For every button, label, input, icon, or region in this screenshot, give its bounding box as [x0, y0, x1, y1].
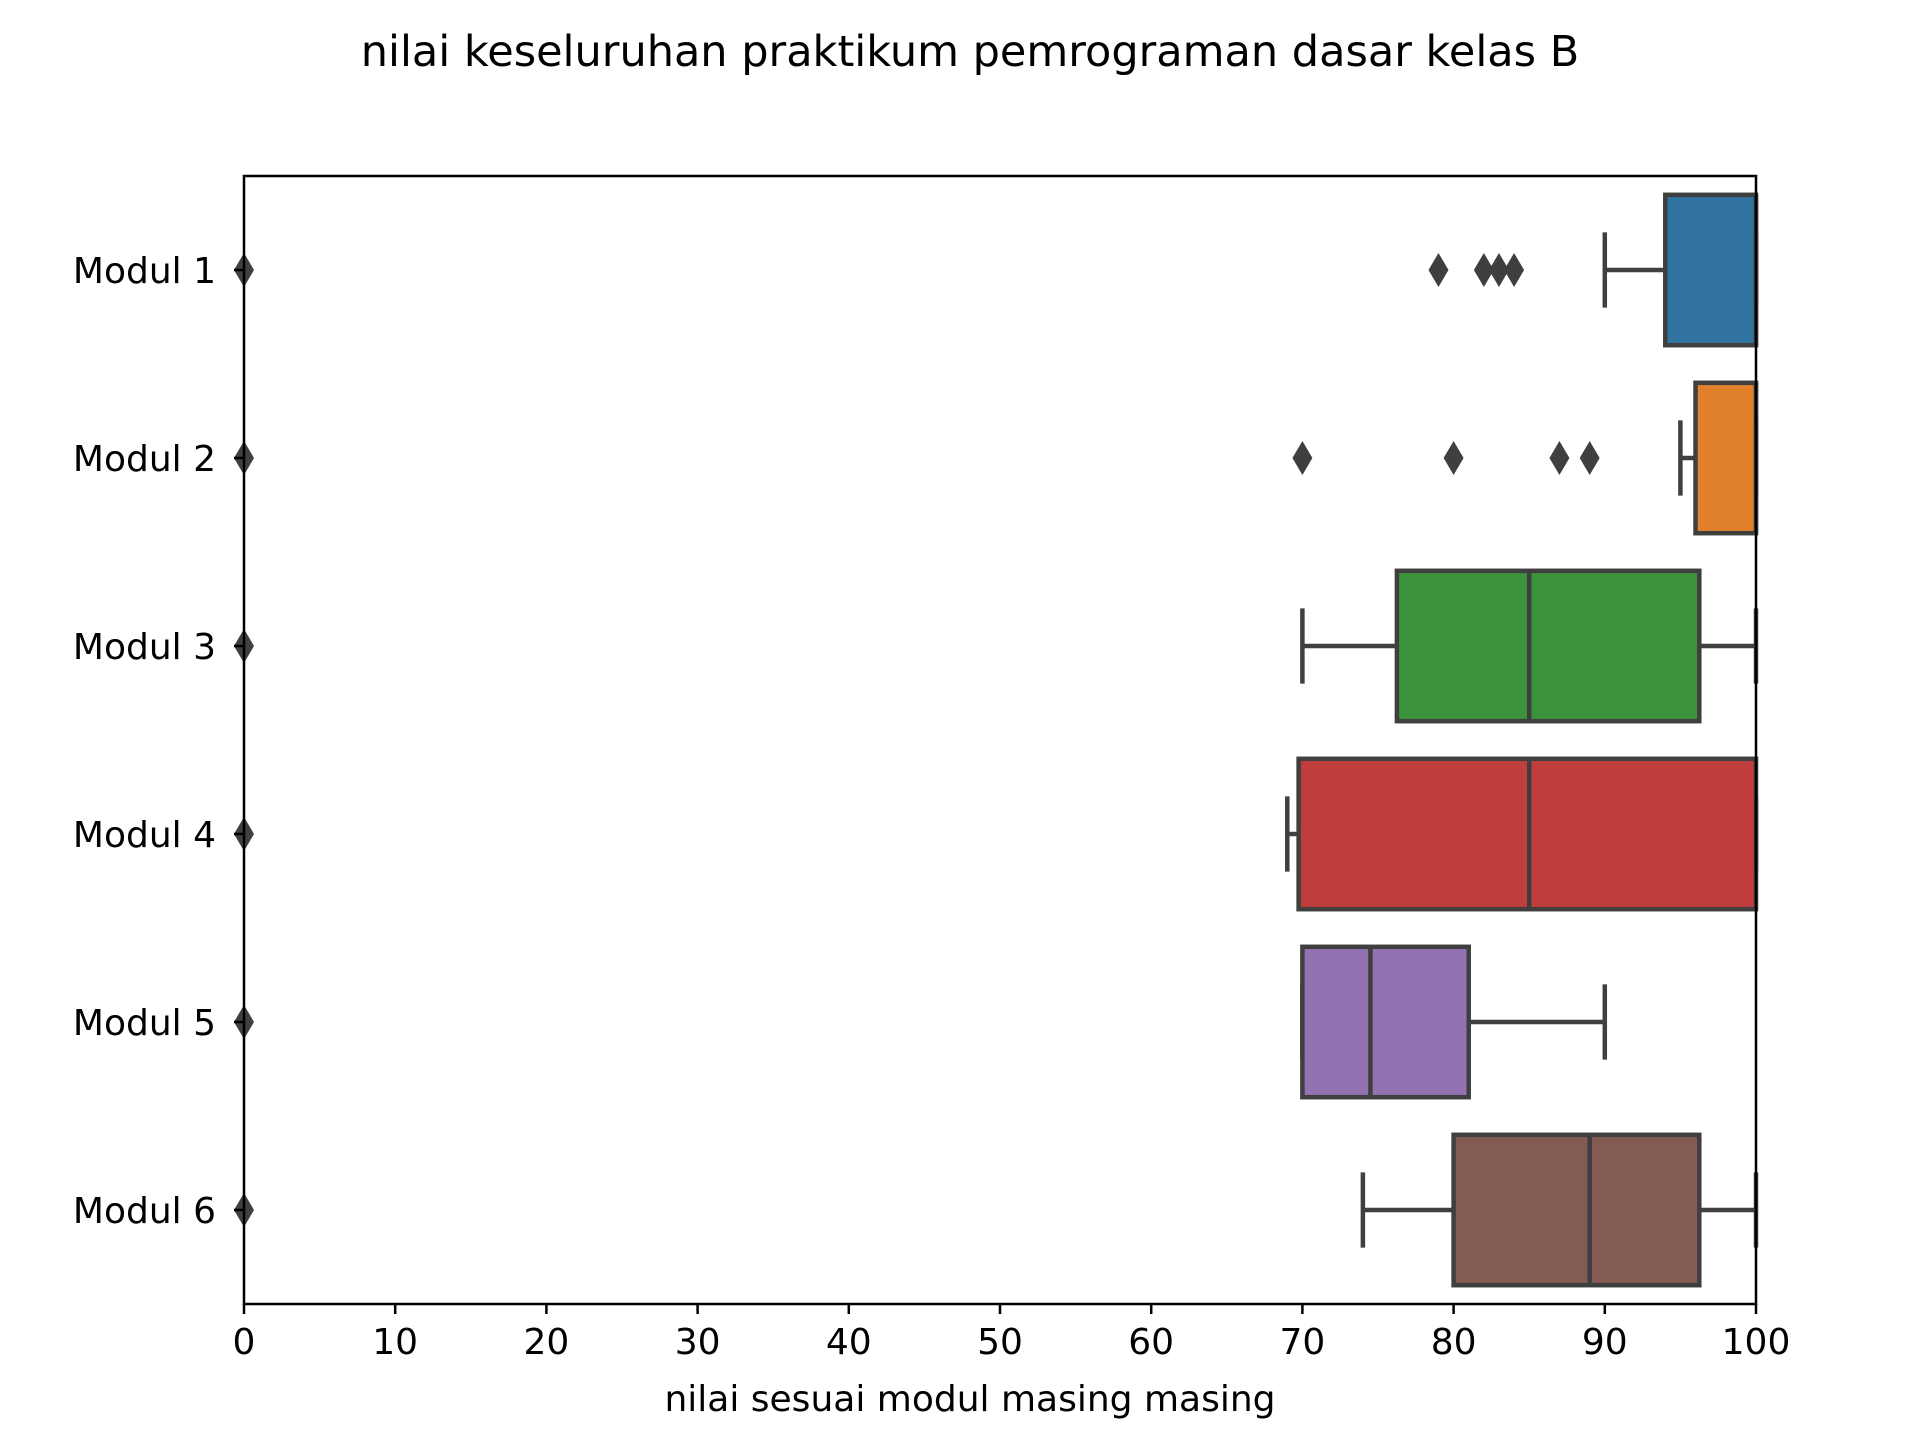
- x-tick-label: 20: [523, 1322, 569, 1363]
- box-2: [1693, 380, 1759, 536]
- outlier-point: [1473, 253, 1494, 287]
- outlier-point: [1504, 253, 1525, 287]
- box-3: [1394, 568, 1702, 724]
- x-tick-label: 90: [1582, 1322, 1628, 1363]
- outlier-point: [1443, 441, 1464, 475]
- outlier-point: [1292, 441, 1313, 475]
- box-6: [1451, 1132, 1702, 1288]
- x-tick-label: 80: [1431, 1322, 1477, 1363]
- x-tick-label: 50: [977, 1322, 1023, 1363]
- outlier-point: [1579, 441, 1600, 475]
- box-1: [1663, 192, 1759, 348]
- x-axis-label: nilai sesuai modul masing masing: [664, 1379, 1275, 1420]
- y-tick-label: Modul 2: [73, 439, 216, 480]
- x-tick-label: 10: [372, 1322, 418, 1363]
- x-tick-label: 100: [1722, 1322, 1791, 1363]
- y-tick-label: Modul 5: [73, 1003, 216, 1044]
- box-5: [1300, 944, 1471, 1100]
- x-tick-label: 30: [675, 1322, 721, 1363]
- x-tick-label: 0: [233, 1322, 256, 1363]
- outlier-point: [1428, 253, 1449, 287]
- outlier-point: [1488, 253, 1509, 287]
- x-tick-label: 60: [1128, 1322, 1174, 1363]
- y-tick-label: Modul 1: [73, 251, 216, 292]
- outlier-point: [1549, 441, 1570, 475]
- y-tick-label: Modul 3: [73, 627, 216, 668]
- chart-title: nilai keseluruhan praktikum pemrograman …: [361, 27, 1579, 77]
- x-tick-label: 40: [826, 1322, 872, 1363]
- y-tick-label: Modul 4: [73, 815, 216, 856]
- plot-area: Modul 1 Modul 2 Modul 3 Modul 4 Modul 5 Modul…: [73, 174, 1791, 1363]
- y-tick-label: Modul 6: [73, 1191, 216, 1232]
- x-tick-label: 70: [1279, 1322, 1325, 1363]
